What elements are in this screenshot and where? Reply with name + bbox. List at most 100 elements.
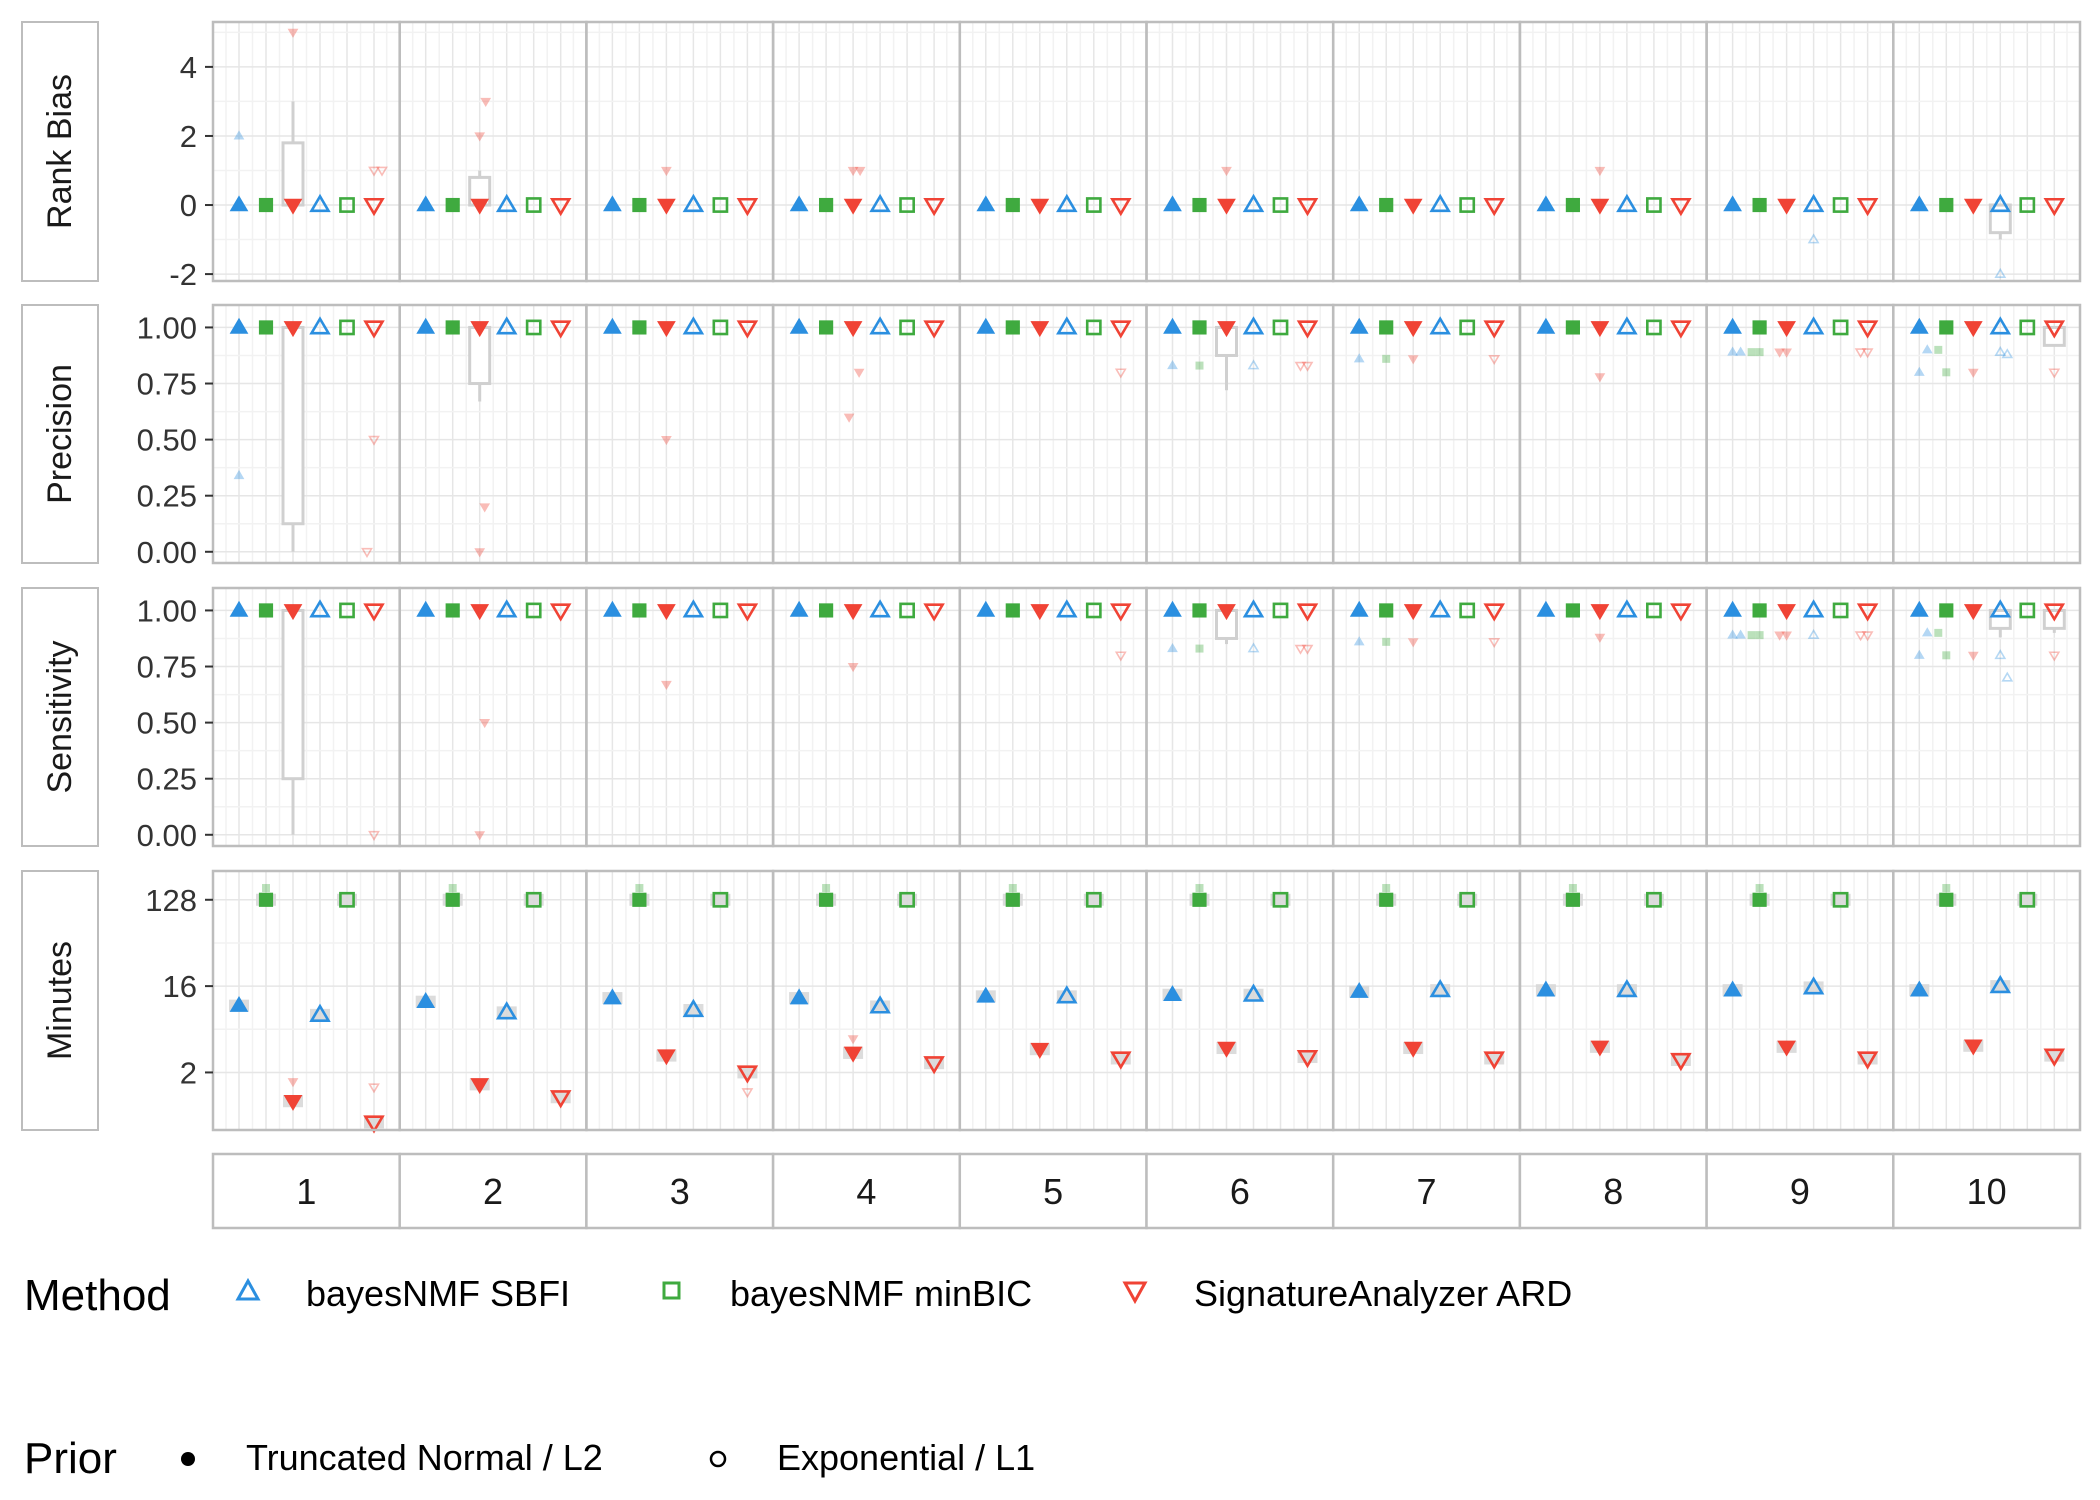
- facet-strip-label: 5: [1043, 1171, 1063, 1212]
- median-point: [549, 197, 572, 217]
- facet-strip: [1892, 1152, 2082, 1230]
- median-point: [1832, 319, 1849, 336]
- outlier-point: [1221, 166, 1232, 177]
- median-point: [1483, 1051, 1505, 1070]
- median-point: [470, 1078, 490, 1095]
- outlier-point: [843, 413, 855, 423]
- median-point: [1163, 985, 1182, 1002]
- y-axis-tick-label: 128: [145, 883, 197, 918]
- median-point: [1429, 599, 1451, 618]
- runtime-box: [1270, 893, 1291, 906]
- outlier-point: [1942, 651, 1951, 660]
- median-point: [1459, 891, 1476, 908]
- median-point: [1429, 316, 1451, 335]
- median-point: [229, 195, 249, 212]
- median-point: [339, 319, 355, 336]
- outlier-layer: [233, 28, 2061, 1099]
- median-point: [1379, 603, 1394, 618]
- median-point: [632, 197, 647, 213]
- median-point: [1217, 1041, 1236, 1058]
- median-point: [525, 197, 542, 213]
- outlier-point: [853, 368, 865, 378]
- outlier-point: [847, 662, 859, 673]
- median-point: [495, 316, 518, 335]
- y-axis-tick-label: 0: [180, 188, 197, 223]
- legend-method-title: Method: [24, 1271, 171, 1320]
- median-point: [1616, 599, 1638, 618]
- outlier-point: [474, 132, 486, 142]
- outlier-point: [1114, 651, 1127, 662]
- median-point: [1192, 197, 1207, 213]
- median-point: [1110, 1051, 1132, 1070]
- median-point: [632, 892, 647, 907]
- median-point: [1296, 1049, 1319, 1069]
- outlier-point: [1195, 361, 1204, 370]
- median-point: [1565, 320, 1580, 335]
- outlier-point: [376, 166, 388, 177]
- legend-method-minbic: bayesNMF minBIC: [662, 1273, 1032, 1314]
- median-point: [1989, 974, 2012, 994]
- outlier-point: [368, 166, 380, 177]
- median-point: [470, 198, 490, 215]
- median-point: [229, 600, 249, 617]
- outlier-point: [1727, 629, 1738, 639]
- median-point: [1163, 600, 1182, 617]
- row-strip: [21, 304, 99, 564]
- median-point: [682, 998, 705, 1018]
- median-point: [1403, 321, 1423, 338]
- median-point: [1379, 320, 1394, 335]
- median-point: [632, 603, 647, 618]
- outlier-point: [1353, 636, 1365, 646]
- median-point: [1056, 193, 1078, 213]
- y-axis-tick-label: 0.50: [137, 706, 197, 741]
- outlier-point: [1247, 642, 1260, 653]
- outlier-point: [368, 1083, 380, 1094]
- median-point: [1349, 317, 1369, 334]
- median-point: [1646, 197, 1662, 213]
- median-point: [682, 316, 705, 335]
- median-point: [1192, 892, 1207, 907]
- median-point: [1217, 604, 1236, 621]
- runtime-box: [496, 1006, 517, 1019]
- outlier-point: [1781, 631, 1792, 641]
- median-point: [819, 603, 834, 618]
- median-point: [1296, 603, 1319, 622]
- median-point: [309, 193, 331, 213]
- y-axis-tick-label: 0.75: [137, 650, 197, 685]
- open-circle-icon: [709, 1450, 727, 1468]
- median-point: [339, 197, 355, 213]
- y-axis-tick-label: 1.00: [137, 310, 197, 345]
- median-point: [1192, 603, 1207, 618]
- median-point: [309, 599, 331, 618]
- outlier-point: [2048, 651, 2061, 662]
- median-point: [976, 317, 996, 334]
- outlier-point: [1994, 649, 2007, 660]
- runtime-box: [870, 1000, 891, 1013]
- runtime-box: [1484, 1052, 1505, 1065]
- row-strip: [21, 870, 99, 1131]
- median-point: [789, 195, 809, 212]
- median-point: [712, 319, 729, 336]
- outlier-point: [1407, 355, 1419, 365]
- outlier-point: [1294, 644, 1307, 655]
- median-point: [1590, 321, 1610, 338]
- runtime-box: [550, 1091, 571, 1104]
- y-axis-tick-label: 1.00: [137, 593, 197, 628]
- outlier-point: [1854, 348, 1867, 359]
- outlier-point: [1774, 631, 1785, 641]
- runtime-box: [1616, 984, 1637, 997]
- facet-strip-label: 8: [1603, 1171, 1623, 1212]
- median-point: [1856, 1051, 1879, 1070]
- facet-strip-label: 3: [670, 1171, 690, 1212]
- median-point: [2019, 891, 2036, 908]
- legend-square-icon: [662, 1281, 681, 1300]
- runtime-box: [924, 1057, 945, 1070]
- legend-method-label: bayesNMF SBFI: [306, 1273, 570, 1314]
- median-point: [899, 602, 915, 619]
- median-point: [1242, 599, 1265, 618]
- median-point: [363, 320, 385, 339]
- median-point: [1856, 603, 1879, 622]
- median-point: [495, 599, 518, 618]
- outlier-point: [661, 166, 672, 177]
- median-point: [1565, 892, 1580, 907]
